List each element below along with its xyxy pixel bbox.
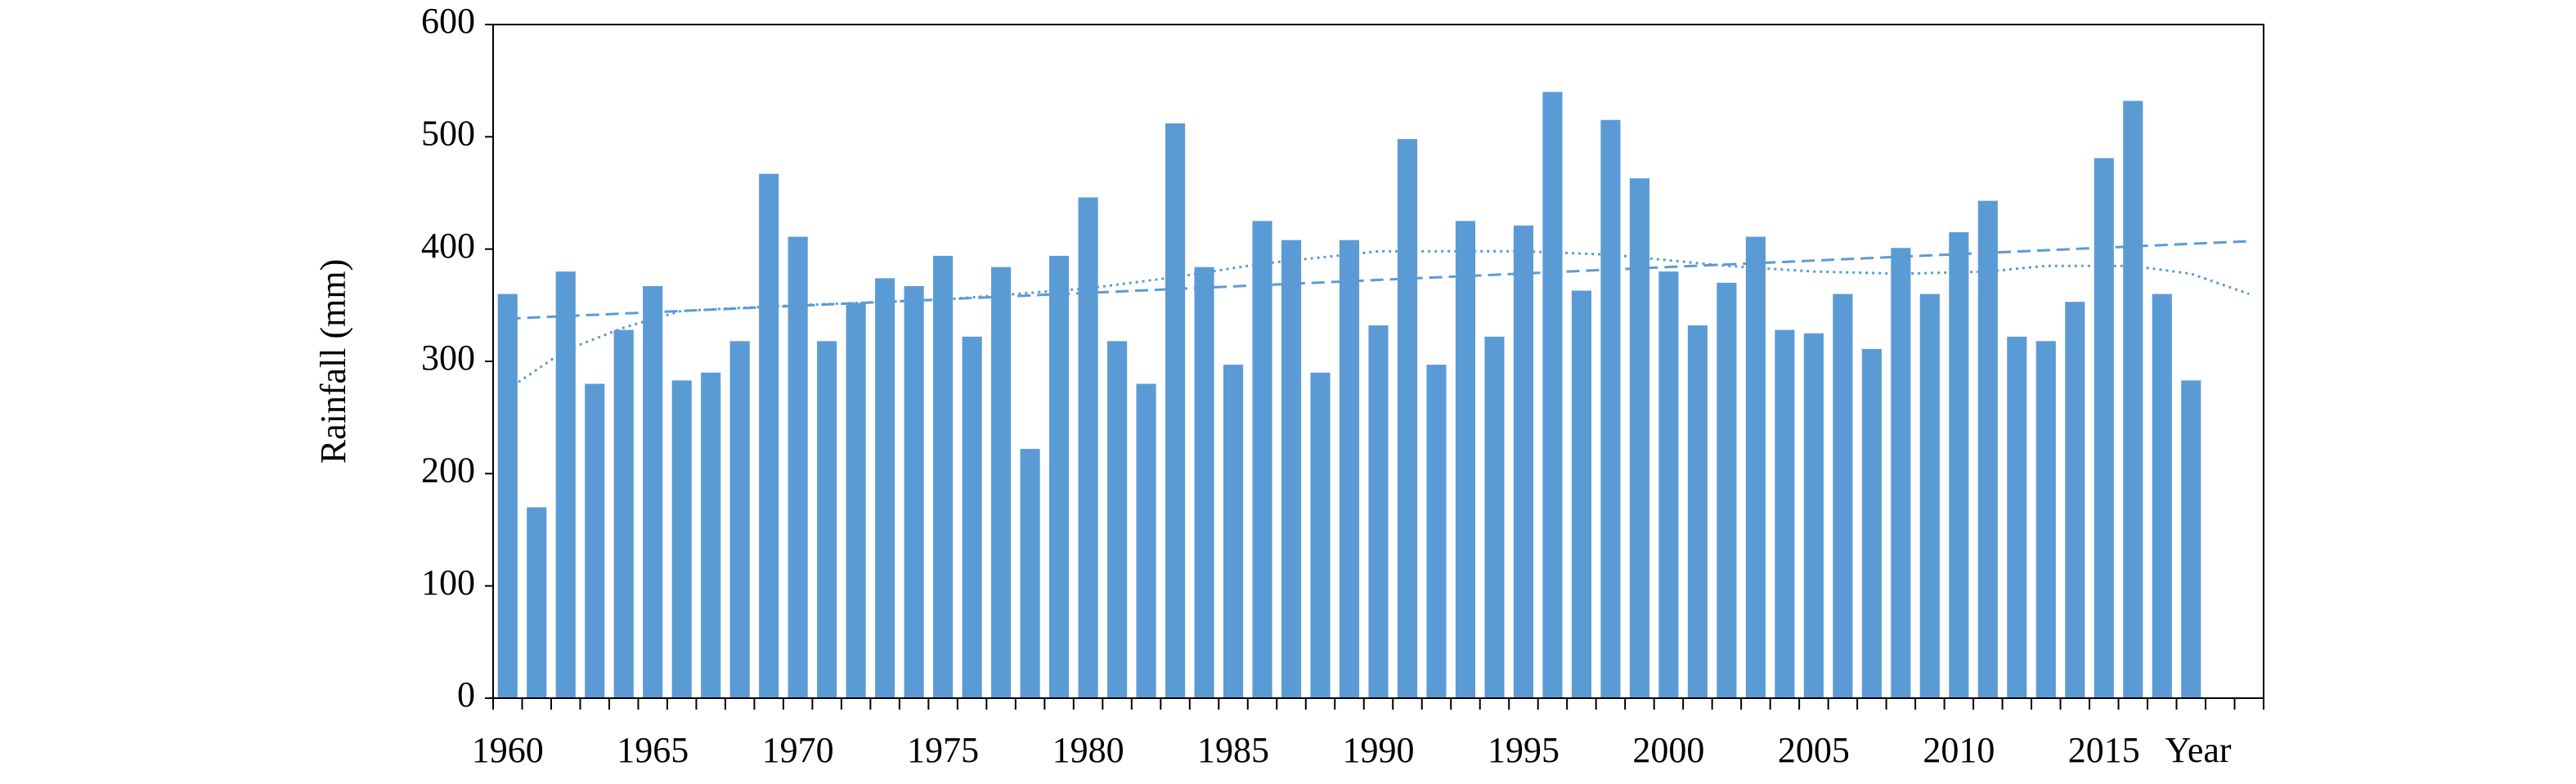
bar bbox=[643, 285, 663, 698]
y-tick-label: 600 bbox=[421, 1, 475, 41]
bar bbox=[1775, 329, 1795, 698]
x-tick-label: 1985 bbox=[1197, 730, 1269, 770]
x-axis-title: Year bbox=[2165, 730, 2231, 770]
bar bbox=[904, 285, 924, 698]
bar bbox=[817, 341, 837, 698]
bar bbox=[1020, 449, 1040, 698]
bar bbox=[613, 329, 634, 698]
x-tick-label: 2015 bbox=[2068, 730, 2140, 770]
bar bbox=[1339, 240, 1360, 698]
bar bbox=[729, 341, 750, 698]
bar bbox=[1049, 255, 1070, 698]
bar bbox=[2094, 158, 2114, 699]
bar bbox=[2007, 336, 2027, 698]
y-tick-label: 100 bbox=[421, 562, 475, 603]
bar bbox=[1078, 197, 1098, 698]
bar bbox=[1368, 325, 1389, 698]
bar bbox=[1513, 225, 1534, 698]
bar bbox=[1571, 290, 1592, 698]
x-tick-label: 1995 bbox=[1488, 730, 1560, 770]
bar bbox=[933, 255, 954, 698]
x-tick-label: 2010 bbox=[1923, 730, 1995, 770]
trend-line bbox=[506, 249, 2250, 391]
bar bbox=[1629, 178, 1649, 698]
bar bbox=[2065, 302, 2085, 698]
bar bbox=[1455, 221, 1476, 698]
bar bbox=[1310, 372, 1331, 698]
bar bbox=[1745, 236, 1766, 698]
plot-frame bbox=[492, 24, 2264, 699]
bar bbox=[1165, 123, 1186, 698]
y-axis-title: Rainfall (mm) bbox=[313, 259, 353, 464]
bar bbox=[1281, 240, 1302, 698]
bar bbox=[1833, 293, 1853, 698]
x-tick-label: 1990 bbox=[1343, 730, 1415, 770]
bar bbox=[1658, 271, 1679, 699]
bar bbox=[497, 293, 518, 698]
bar bbox=[1223, 365, 1244, 698]
bar bbox=[1136, 383, 1156, 698]
bar bbox=[1687, 325, 1708, 698]
bar bbox=[1542, 92, 1563, 698]
bar bbox=[1919, 293, 1940, 698]
x-tick-label: 1970 bbox=[762, 730, 834, 770]
bar bbox=[962, 336, 982, 698]
bar bbox=[1484, 336, 1505, 698]
bar bbox=[2152, 293, 2172, 698]
bar bbox=[585, 383, 605, 698]
bar bbox=[1107, 341, 1128, 698]
x-tick-label: 1980 bbox=[1052, 730, 1124, 770]
bar bbox=[527, 507, 547, 698]
bar bbox=[1977, 200, 1998, 698]
bar bbox=[555, 271, 576, 699]
bar bbox=[701, 372, 721, 698]
bar bbox=[2123, 101, 2143, 699]
bar bbox=[846, 302, 866, 698]
bar bbox=[1891, 248, 1911, 698]
x-tick-label: 2000 bbox=[1632, 730, 1704, 770]
bar bbox=[788, 236, 808, 698]
bar bbox=[991, 267, 1012, 698]
bar bbox=[1397, 139, 1418, 698]
bar bbox=[671, 380, 692, 698]
x-tick-label: 1960 bbox=[472, 730, 544, 770]
x-tick-label: 2005 bbox=[1778, 730, 1850, 770]
y-tick-label: 200 bbox=[421, 450, 475, 490]
y-tick-label: 300 bbox=[421, 338, 475, 378]
bar bbox=[875, 278, 895, 699]
bar bbox=[2181, 380, 2201, 698]
y-tick-label: 0 bbox=[457, 674, 475, 715]
trend-line bbox=[507, 240, 2250, 320]
bar bbox=[1861, 348, 1882, 698]
x-tick-label: 1965 bbox=[617, 730, 689, 770]
bar bbox=[1426, 365, 1447, 698]
bar bbox=[2035, 341, 2056, 698]
bar bbox=[1717, 282, 1737, 698]
x-tick-label: 1975 bbox=[907, 730, 979, 770]
bar bbox=[1600, 119, 1621, 698]
y-tick-label: 500 bbox=[421, 113, 475, 153]
bar bbox=[1949, 232, 1969, 699]
bar bbox=[1194, 267, 1214, 698]
y-tick-label: 400 bbox=[421, 226, 475, 266]
bar bbox=[1803, 333, 1824, 698]
bar bbox=[759, 173, 779, 699]
bar bbox=[1252, 221, 1272, 698]
